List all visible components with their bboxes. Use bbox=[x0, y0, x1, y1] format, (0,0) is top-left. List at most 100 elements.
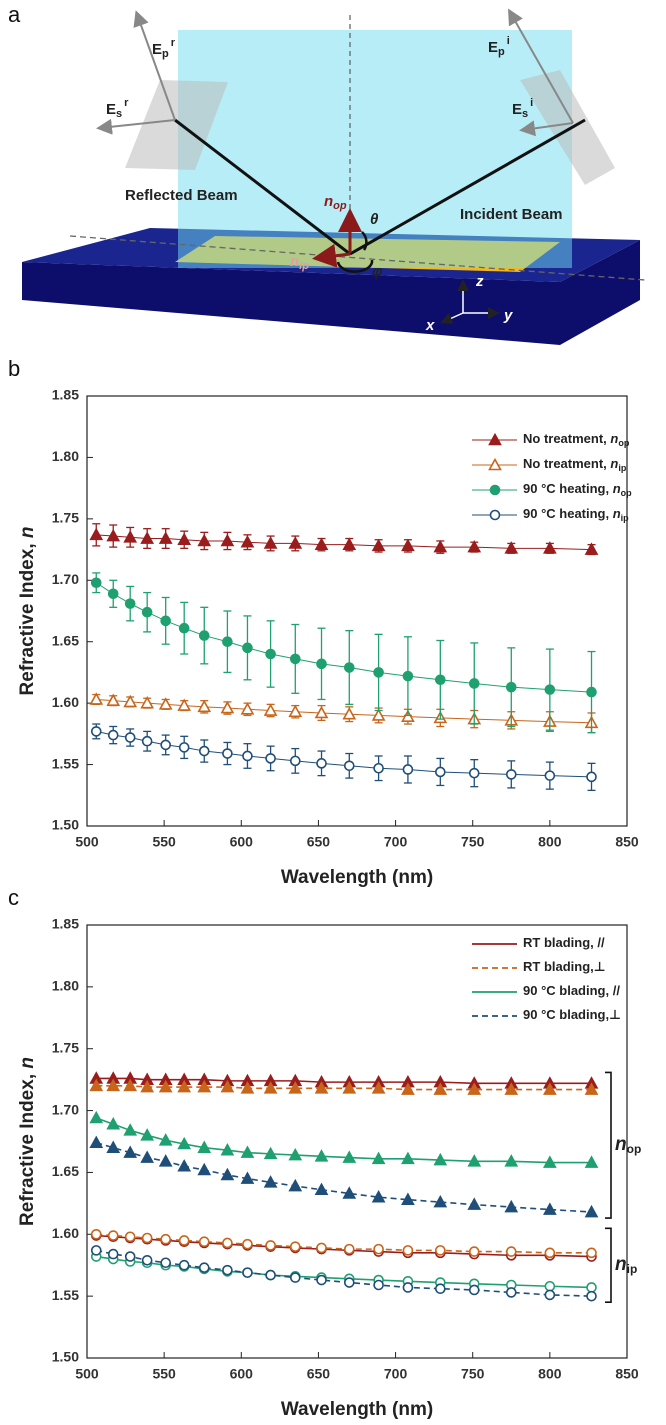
marker bbox=[265, 753, 276, 764]
x-tick-label: 750 bbox=[461, 834, 485, 850]
x-tick-label: 700 bbox=[384, 834, 408, 850]
marker bbox=[435, 674, 446, 686]
marker bbox=[140, 695, 155, 709]
marker bbox=[544, 770, 556, 781]
legend-text: No treatment, bbox=[523, 431, 610, 446]
marker bbox=[89, 692, 104, 705]
polarization-plane bbox=[125, 80, 228, 170]
panel-label: b bbox=[8, 356, 20, 381]
marker bbox=[89, 1110, 104, 1124]
y-tick-label: 1.75 bbox=[52, 510, 79, 526]
marker bbox=[586, 771, 597, 783]
marker bbox=[158, 1154, 173, 1167]
reflected-beam bbox=[174, 118, 351, 256]
legend-label: 90 °C heating, nop bbox=[523, 481, 632, 498]
marker bbox=[242, 1267, 253, 1278]
field-arrow bbox=[519, 120, 574, 137]
marker bbox=[314, 537, 329, 550]
marker bbox=[586, 1282, 597, 1293]
marker bbox=[240, 702, 255, 715]
marker bbox=[468, 1284, 480, 1296]
label-sup: i bbox=[507, 35, 510, 47]
x-tick-label: 500 bbox=[75, 834, 99, 850]
legend-italic: n bbox=[613, 481, 621, 496]
field-arrow bbox=[508, 8, 574, 124]
marker bbox=[90, 1245, 102, 1256]
y-tick-label: 1.75 bbox=[52, 1039, 79, 1055]
marker bbox=[177, 1159, 192, 1172]
panel-label: c bbox=[8, 885, 19, 910]
marker bbox=[316, 1242, 327, 1254]
marker bbox=[158, 531, 173, 544]
panel-label: a bbox=[8, 2, 21, 27]
label-sub: op bbox=[333, 200, 347, 212]
marker bbox=[124, 598, 136, 609]
marker bbox=[342, 1186, 357, 1199]
x-tick-label: 550 bbox=[152, 834, 176, 850]
marker bbox=[265, 1269, 276, 1281]
marker bbox=[240, 535, 255, 548]
marker bbox=[504, 541, 519, 554]
marker bbox=[371, 1190, 386, 1203]
marker bbox=[222, 1264, 233, 1276]
marker bbox=[160, 739, 171, 751]
marker bbox=[123, 1123, 138, 1136]
marker bbox=[265, 648, 276, 660]
series-line bbox=[96, 1141, 592, 1213]
marker bbox=[197, 1079, 212, 1093]
marker bbox=[197, 1162, 212, 1176]
legend-marker bbox=[489, 484, 501, 496]
marker bbox=[124, 732, 136, 743]
field-label: Esr bbox=[106, 97, 129, 120]
marker bbox=[401, 1192, 415, 1205]
beam-label: Reflected Beam bbox=[125, 187, 238, 204]
legend-label: 90 °C heating, nip bbox=[523, 506, 629, 523]
marker bbox=[178, 1235, 190, 1246]
label-base: E bbox=[152, 41, 162, 58]
marker bbox=[342, 537, 357, 550]
x-tick-label: 800 bbox=[538, 1366, 562, 1382]
marker bbox=[289, 755, 301, 767]
marker bbox=[89, 1135, 104, 1149]
marker bbox=[435, 1283, 446, 1295]
marker bbox=[316, 758, 327, 769]
marker bbox=[107, 729, 119, 741]
marker bbox=[124, 1231, 136, 1243]
marker bbox=[402, 1282, 414, 1293]
polarization-plane bbox=[520, 70, 615, 185]
legend-label: 90 °C blading,⊥ bbox=[523, 1007, 621, 1022]
phi-arc bbox=[336, 259, 374, 273]
marker bbox=[433, 1152, 448, 1166]
surface-line bbox=[69, 235, 646, 281]
legend-label: No treatment, nip bbox=[523, 456, 627, 473]
marker bbox=[468, 1246, 480, 1257]
legend-text: 90 °C heating, bbox=[523, 506, 613, 521]
legend-sub: ip bbox=[621, 513, 630, 523]
legend-text: 90 °C blading, // bbox=[523, 983, 620, 998]
legend-label: No treatment, nop bbox=[523, 431, 630, 448]
marker bbox=[373, 667, 384, 678]
marker bbox=[314, 1182, 329, 1196]
angle-label: θ bbox=[370, 211, 379, 228]
marker bbox=[89, 1078, 104, 1092]
legend-italic: n bbox=[613, 506, 621, 521]
y-axis-title-italic: n bbox=[17, 1057, 38, 1069]
marker bbox=[197, 1140, 212, 1153]
axis-label: z bbox=[475, 273, 484, 290]
marker bbox=[467, 1154, 482, 1167]
marker bbox=[316, 1274, 327, 1286]
marker bbox=[140, 1128, 155, 1141]
chart: c 1.50 1.55 1.60 1.65 1.70 1.75 1.80 1.85 500 550 6… bbox=[8, 885, 641, 1420]
legend-label: RT blading,⊥ bbox=[523, 959, 606, 974]
marker bbox=[544, 1280, 556, 1292]
legend-italic: n bbox=[610, 431, 618, 446]
marker bbox=[505, 769, 517, 780]
legend-marker bbox=[489, 509, 501, 521]
marker bbox=[178, 622, 190, 634]
y-axis-title: Refractive Index, n bbox=[17, 1057, 38, 1226]
marker bbox=[544, 1247, 556, 1259]
marker bbox=[371, 538, 386, 552]
marker bbox=[373, 1243, 384, 1255]
label-sub: s bbox=[522, 108, 528, 120]
